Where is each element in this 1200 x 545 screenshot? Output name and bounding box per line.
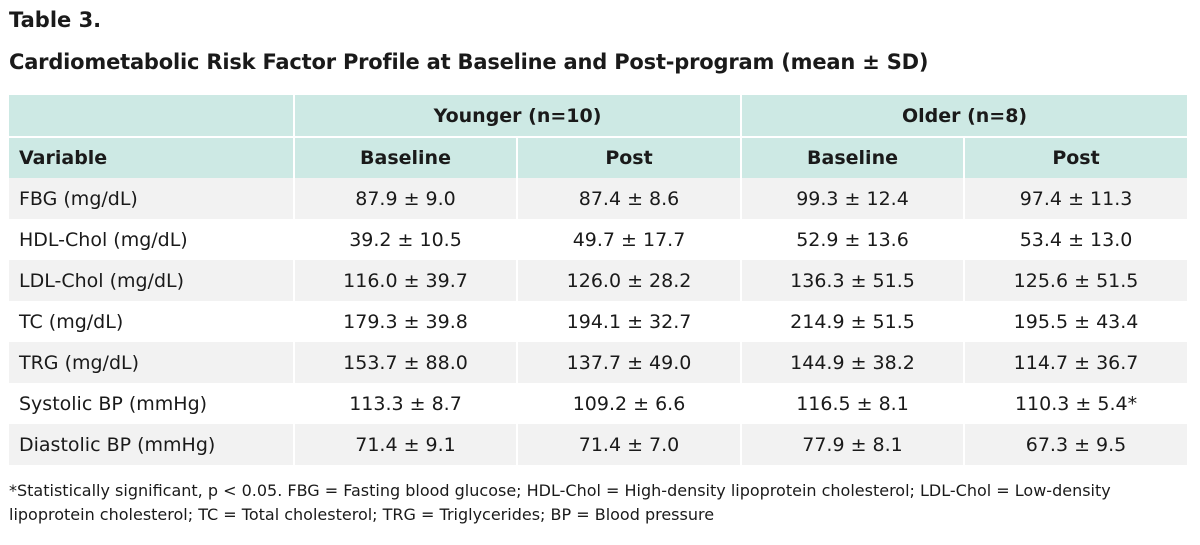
table-row: HDL-Chol (mg/dL) 39.2 ± 10.5 49.7 ± 17.7… <box>9 219 1188 260</box>
table-footnote: *Statistically significant, p < 0.05. FB… <box>9 481 1111 524</box>
cell-younger-post: 126.0 ± 28.2 <box>515 260 742 301</box>
row-variable: TC (mg/dL) <box>9 301 294 342</box>
group-header-older: Older (n=8) <box>740 95 1188 138</box>
group-header-row: Younger (n=10) Older (n=8) <box>9 95 1188 138</box>
table-row: TRG (mg/dL) 153.7 ± 88.0 137.7 ± 49.0 14… <box>9 342 1188 383</box>
row-variable: LDL-Chol (mg/dL) <box>9 260 294 301</box>
cell-older-post: 195.5 ± 43.4 <box>963 301 1188 342</box>
table-row: TC (mg/dL) 179.3 ± 39.8 194.1 ± 32.7 214… <box>9 301 1188 342</box>
cell-younger-baseline: 71.4 ± 9.1 <box>293 424 517 465</box>
group-header-empty <box>9 95 294 138</box>
table-row: LDL-Chol (mg/dL) 116.0 ± 39.7 126.0 ± 28… <box>9 260 1188 301</box>
cell-older-baseline: 136.3 ± 51.5 <box>740 260 965 301</box>
cell-younger-post: 194.1 ± 32.7 <box>515 301 742 342</box>
cell-younger-post: 49.7 ± 17.7 <box>515 219 742 260</box>
row-variable: Diastolic BP (mmHg) <box>9 424 294 465</box>
cell-younger-post: 109.2 ± 6.6 <box>515 383 742 424</box>
column-header-older-post: Post <box>963 137 1188 178</box>
cell-younger-baseline: 113.3 ± 8.7 <box>293 383 517 424</box>
column-header-row: Variable Baseline Post Baseline Post <box>9 137 1188 178</box>
table-title: Cardiometabolic Risk Factor Profile at B… <box>9 50 929 74</box>
table-row: Systolic BP (mmHg) 113.3 ± 8.7 109.2 ± 6… <box>9 383 1188 424</box>
cell-older-post: 53.4 ± 13.0 <box>963 219 1188 260</box>
cell-older-baseline: 214.9 ± 51.5 <box>740 301 965 342</box>
cell-younger-post: 71.4 ± 7.0 <box>515 424 742 465</box>
cell-older-post: 110.3 ± 5.4* <box>963 383 1188 424</box>
cell-older-post: 114.7 ± 36.7 <box>963 342 1188 383</box>
cell-younger-baseline: 39.2 ± 10.5 <box>293 219 517 260</box>
table-row: FBG (mg/dL) 87.9 ± 9.0 87.4 ± 8.6 99.3 ±… <box>9 178 1188 219</box>
cell-older-baseline: 116.5 ± 8.1 <box>740 383 965 424</box>
cell-older-baseline: 52.9 ± 13.6 <box>740 219 965 260</box>
cell-older-post: 125.6 ± 51.5 <box>963 260 1188 301</box>
table-label: Table 3. <box>9 8 102 32</box>
cell-younger-baseline: 116.0 ± 39.7 <box>293 260 517 301</box>
column-header-younger-baseline: Baseline <box>293 137 517 178</box>
column-header-variable: Variable <box>9 137 294 178</box>
cell-older-post: 67.3 ± 9.5 <box>963 424 1188 465</box>
row-variable: TRG (mg/dL) <box>9 342 294 383</box>
cell-younger-baseline: 153.7 ± 88.0 <box>293 342 517 383</box>
row-variable: FBG (mg/dL) <box>9 178 294 219</box>
column-header-older-baseline: Baseline <box>740 137 965 178</box>
table-body: FBG (mg/dL) 87.9 ± 9.0 87.4 ± 8.6 99.3 ±… <box>9 178 1188 465</box>
row-variable: HDL-Chol (mg/dL) <box>9 219 294 260</box>
cell-younger-post: 87.4 ± 8.6 <box>515 178 742 219</box>
table-header: Younger (n=10) Older (n=8) Variable Base… <box>9 95 1188 178</box>
cell-younger-baseline: 179.3 ± 39.8 <box>293 301 517 342</box>
cell-older-post: 97.4 ± 11.3 <box>963 178 1188 219</box>
table-row: Diastolic BP (mmHg) 71.4 ± 9.1 71.4 ± 7.… <box>9 424 1188 465</box>
cell-younger-baseline: 87.9 ± 9.0 <box>293 178 517 219</box>
results-table: Younger (n=10) Older (n=8) Variable Base… <box>9 95 1188 465</box>
row-variable: Systolic BP (mmHg) <box>9 383 294 424</box>
column-header-younger-post: Post <box>515 137 742 178</box>
cell-older-baseline: 144.9 ± 38.2 <box>740 342 965 383</box>
group-header-younger: Younger (n=10) <box>292 95 742 138</box>
cell-younger-post: 137.7 ± 49.0 <box>515 342 742 383</box>
cell-older-baseline: 77.9 ± 8.1 <box>740 424 965 465</box>
cell-older-baseline: 99.3 ± 12.4 <box>740 178 965 219</box>
